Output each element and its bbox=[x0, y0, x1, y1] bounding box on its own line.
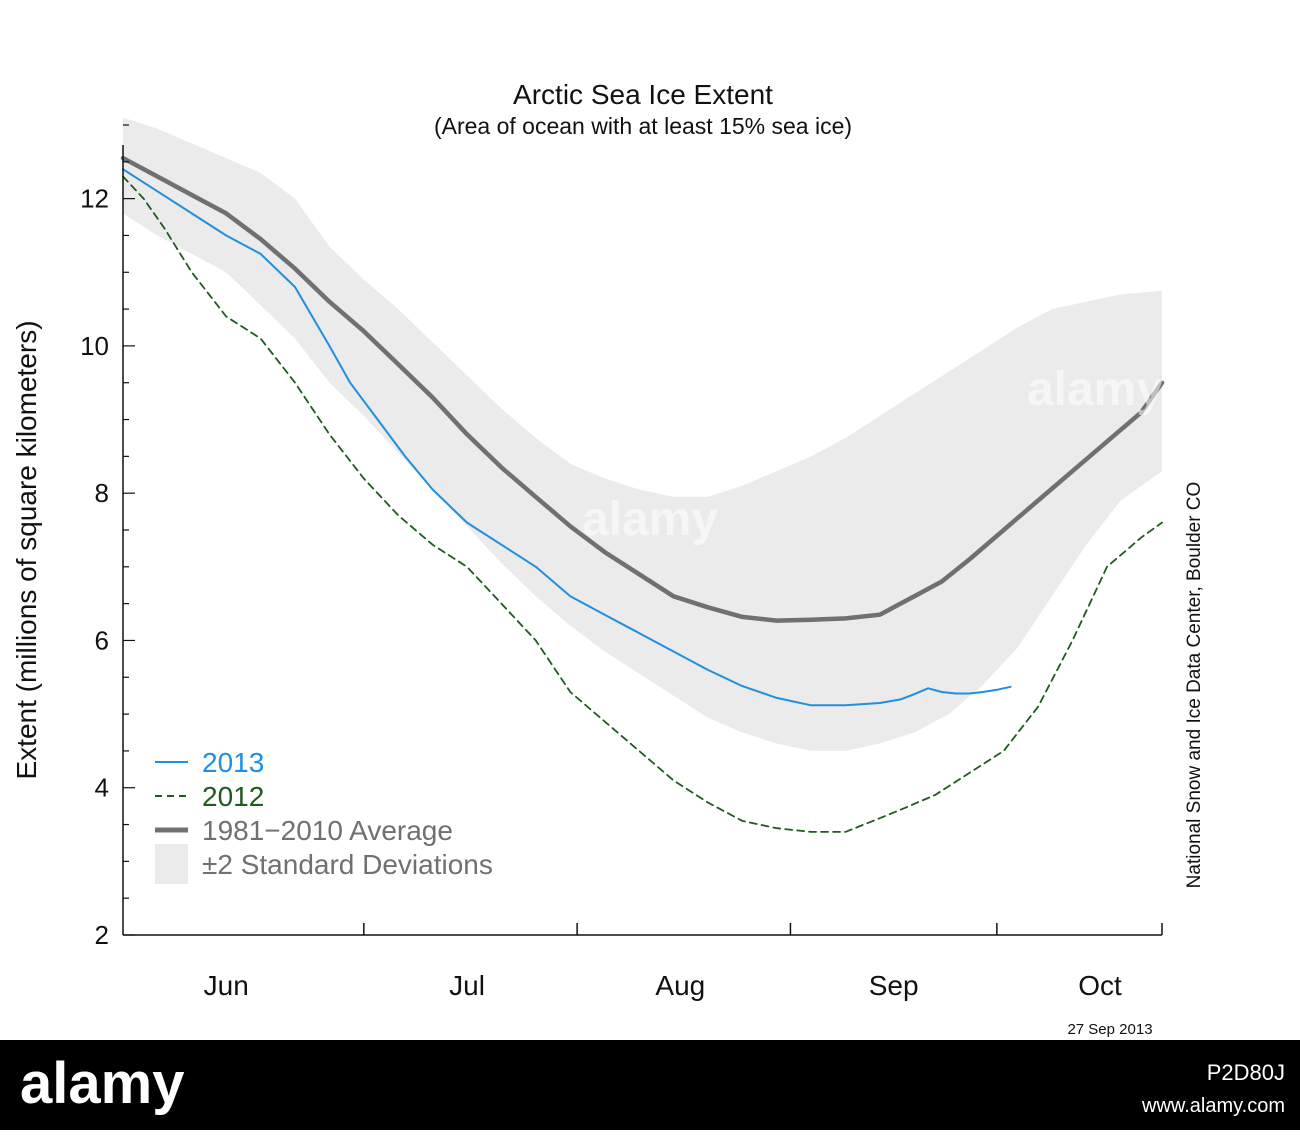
y-tick-label: 8 bbox=[95, 478, 109, 508]
series-line-2013 bbox=[122, 168, 1012, 707]
y-tick-label: 10 bbox=[80, 331, 109, 361]
chart-title: Arctic Sea Ice Extent bbox=[513, 79, 773, 110]
watermark-image-id: P2D80J bbox=[1207, 1060, 1285, 1085]
watermark-bar-graphics: alamy P2D80J www.alamy.com bbox=[20, 1051, 1285, 1117]
series-layer bbox=[120, 155, 1165, 833]
legend-label: 1981−2010 Average bbox=[202, 815, 453, 846]
chart-subtitle: (Area of ocean with at least 15% sea ice… bbox=[434, 113, 852, 139]
credit-label: National Snow and Ice Data Center, Bould… bbox=[1184, 482, 1205, 889]
x-tick-label: Oct bbox=[1078, 970, 1122, 1001]
legend-label: 2012 bbox=[202, 781, 264, 812]
x-tick-label: Aug bbox=[655, 970, 705, 1001]
watermark-logo: alamy bbox=[20, 1051, 184, 1116]
y-axis-label: Extent (millions of square kilometers) bbox=[11, 320, 42, 779]
date-stamp: 27 Sep 2013 bbox=[1067, 1021, 1152, 1038]
watermark-text: alamy bbox=[582, 493, 718, 546]
y-tick-label: 4 bbox=[95, 773, 109, 803]
std-dev-band bbox=[123, 117, 1162, 751]
y-tick-label: 6 bbox=[95, 625, 109, 655]
watermark-bar: alamy P2D80J www.alamy.com bbox=[0, 1040, 1300, 1130]
watermarks-overlay: alamy alamy alamy bbox=[147, 363, 1163, 546]
legend-label: ±2 Standard Deviations bbox=[202, 849, 493, 880]
x-tick-label: Jun bbox=[204, 970, 249, 1001]
watermark-url: www.alamy.com bbox=[1141, 1095, 1285, 1117]
x-tick-label: Sep bbox=[869, 970, 919, 1001]
legend-label: 2013 bbox=[202, 747, 264, 778]
legend-swatch-band bbox=[155, 844, 188, 884]
x-tick-label: Jul bbox=[449, 970, 485, 1001]
series-line-2012 bbox=[122, 175, 1163, 833]
y-tick-label: 12 bbox=[80, 184, 109, 214]
watermark-text: alamy bbox=[147, 363, 283, 416]
y-tick-label: 2 bbox=[95, 920, 109, 950]
std-dev-band-layer bbox=[123, 117, 1162, 751]
series-line-1981-2010-average bbox=[120, 155, 1165, 623]
axes: 2 4 6 8 10 12 Jun Jul Aug Sep Oct bbox=[80, 124, 1163, 1001]
watermark-text: alamy bbox=[1027, 363, 1163, 416]
